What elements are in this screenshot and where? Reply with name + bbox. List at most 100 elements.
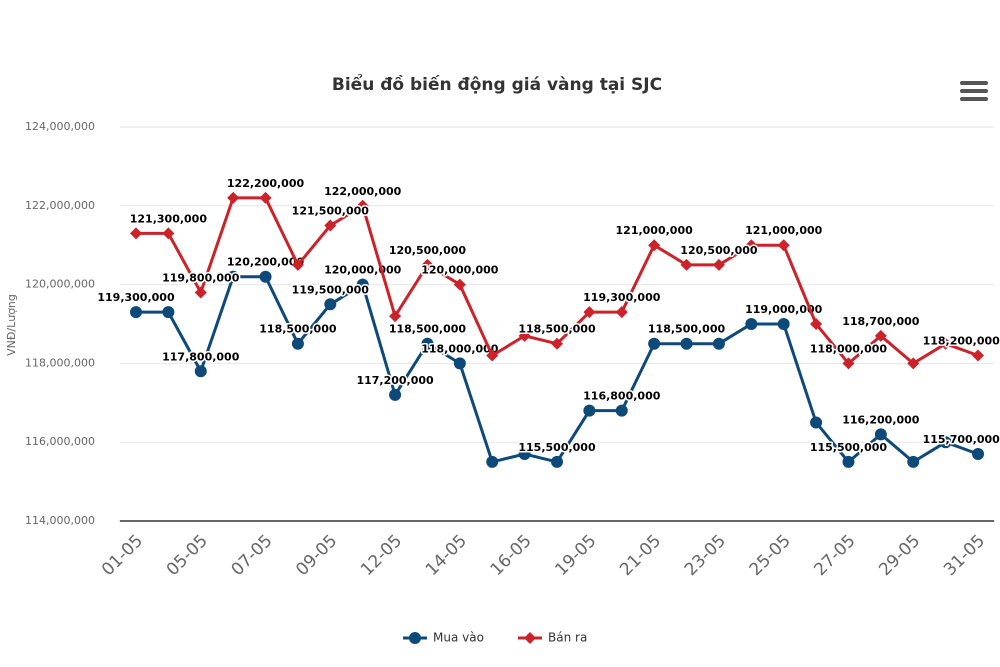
legend-marker [409, 632, 421, 644]
data-label: 118,500,000 [389, 323, 467, 336]
point [874, 329, 887, 342]
point [194, 286, 207, 299]
point [615, 404, 628, 417]
point [324, 219, 337, 232]
data-label: 118,000,000 [810, 342, 888, 355]
data-label: 120,200,000 [227, 256, 305, 269]
data-label: 119,800,000 [162, 271, 240, 284]
x-tick-label: 23-05 [681, 531, 730, 580]
x-tick-label: 16-05 [487, 531, 536, 580]
y-tick-label: 120,000,000 [25, 278, 95, 291]
x-tick-label: 14-05 [422, 531, 471, 580]
menu-bar[interactable] [960, 81, 988, 85]
point [777, 239, 790, 252]
data-label: 122,200,000 [227, 177, 305, 190]
data-label: 120,500,000 [680, 244, 758, 257]
y-tick-label: 124,000,000 [25, 120, 95, 133]
point [259, 270, 272, 283]
point [486, 455, 499, 468]
data-label: 117,200,000 [356, 374, 434, 387]
data-label: 120,500,000 [389, 244, 467, 257]
data-label: 118,500,000 [648, 323, 726, 336]
point [356, 278, 369, 291]
menu-bar[interactable] [960, 89, 988, 93]
data-label: 118,500,000 [259, 323, 337, 336]
data-label: 117,800,000 [162, 350, 240, 363]
point [291, 337, 304, 350]
menu-bar[interactable] [960, 97, 988, 101]
point [551, 455, 563, 468]
data-label: 119,500,000 [292, 283, 370, 296]
point [712, 337, 725, 350]
point [356, 199, 369, 212]
point [227, 191, 240, 204]
data-label: 118,200,000 [923, 335, 1000, 348]
point [972, 448, 985, 461]
data-label: 120,000,000 [324, 264, 402, 277]
point [421, 337, 434, 350]
point [745, 318, 758, 330]
point [227, 270, 240, 283]
point [583, 306, 596, 319]
point [939, 337, 952, 350]
x-tick-label: 09-05 [292, 531, 341, 580]
point [421, 258, 434, 271]
x-tick-label: 12-05 [357, 531, 406, 580]
chart-title: Biểu đồ biến động giá vàng tại SJC [332, 73, 662, 95]
x-tick-label: 07-05 [228, 531, 277, 580]
series-line [135, 275, 979, 465]
point [680, 258, 693, 271]
point [194, 365, 207, 378]
y-tick-label: 122,000,000 [25, 199, 95, 212]
data-label: 121,500,000 [292, 205, 370, 218]
point [907, 357, 920, 370]
series [129, 270, 985, 468]
x-tick-label: 25-05 [746, 531, 795, 580]
x-tick-label: 31-05 [940, 531, 989, 580]
point [939, 436, 952, 449]
point [291, 258, 304, 271]
x-tick-label: 01-05 [98, 531, 147, 580]
x-tick-label: 19-05 [551, 531, 600, 580]
point [712, 258, 725, 271]
point [972, 349, 985, 362]
menu-button[interactable] [960, 81, 988, 101]
series [129, 191, 985, 370]
data-label: 115,700,000 [923, 433, 1000, 446]
point [453, 357, 466, 370]
legend-marker [524, 632, 536, 644]
point [777, 318, 790, 330]
point [648, 239, 661, 252]
data-label: 119,000,000 [745, 303, 823, 316]
data-label: 118,700,000 [842, 315, 920, 328]
point [842, 357, 855, 370]
point [162, 306, 175, 319]
data-label: 115,500,000 [810, 441, 888, 454]
data-label: 121,000,000 [745, 224, 823, 237]
y-tick-label: 114,000,000 [25, 514, 95, 527]
point [259, 191, 272, 204]
data-label: 115,500,000 [518, 441, 596, 454]
y-tick-label: 118,000,000 [25, 356, 95, 369]
data-label: 118,000,000 [421, 342, 499, 355]
point [453, 278, 466, 291]
point [907, 455, 920, 468]
y-axis-label: VNĐ/Lượng [5, 294, 18, 356]
legend-label: Bán ra [548, 631, 587, 645]
point [842, 455, 855, 468]
point [518, 448, 531, 461]
point [518, 329, 531, 342]
x-tick-label: 29-05 [875, 531, 924, 580]
x-tick-label: 05-05 [163, 531, 212, 580]
y-tick-label: 116,000,000 [25, 435, 95, 448]
data-label: 116,800,000 [583, 390, 661, 403]
x-tick-label: 21-05 [616, 531, 665, 580]
point [129, 306, 142, 319]
data-label: 122,000,000 [324, 185, 402, 198]
point [583, 404, 596, 417]
point [810, 416, 823, 429]
point [389, 310, 402, 323]
point [324, 298, 337, 311]
data-label: 119,300,000 [583, 291, 661, 304]
